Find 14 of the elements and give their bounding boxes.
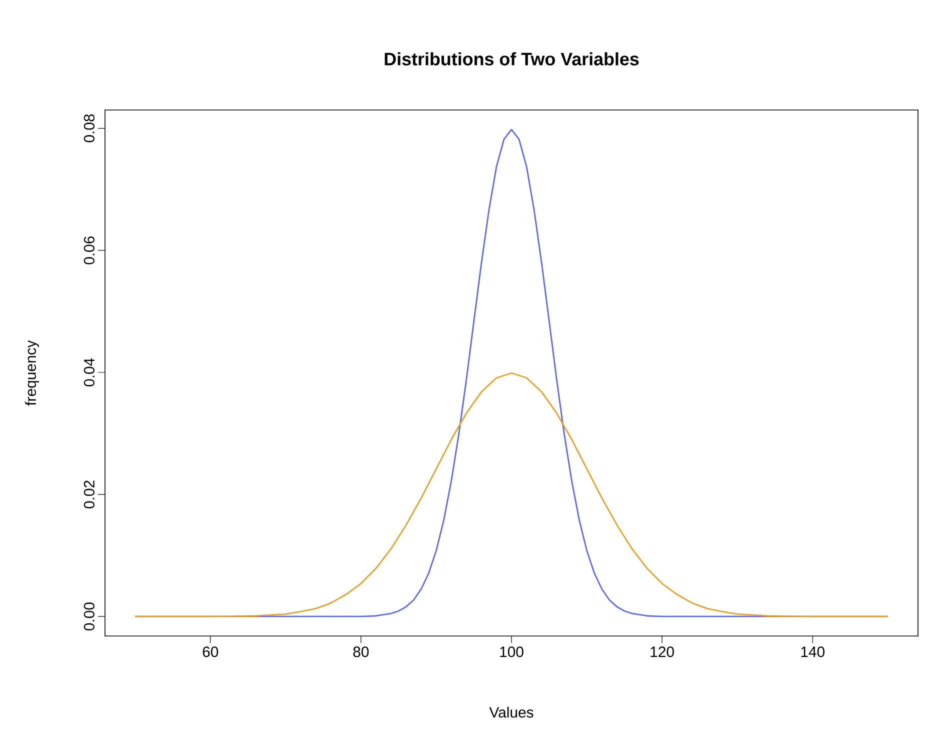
- x-tick-label: 140: [801, 646, 824, 658]
- x-tick-label: 80: [353, 646, 369, 658]
- y-tick-label: 0.04: [84, 358, 94, 386]
- y-axis-title: frequency: [25, 340, 39, 406]
- y-tick-label: 0.02: [84, 480, 94, 508]
- x-axis-title: Values: [489, 706, 534, 718]
- chart-title: Distributions of Two Variables: [384, 52, 639, 66]
- y-tick-label: 0.00: [84, 602, 94, 630]
- y-tick-label: 0.08: [84, 114, 94, 142]
- x-tick-label: 60: [202, 646, 218, 658]
- x-tick-label: 100: [500, 646, 524, 658]
- y-tick-label: 0.06: [84, 236, 94, 264]
- line-series: [134, 372, 889, 618]
- x-tick-label: 120: [650, 646, 674, 658]
